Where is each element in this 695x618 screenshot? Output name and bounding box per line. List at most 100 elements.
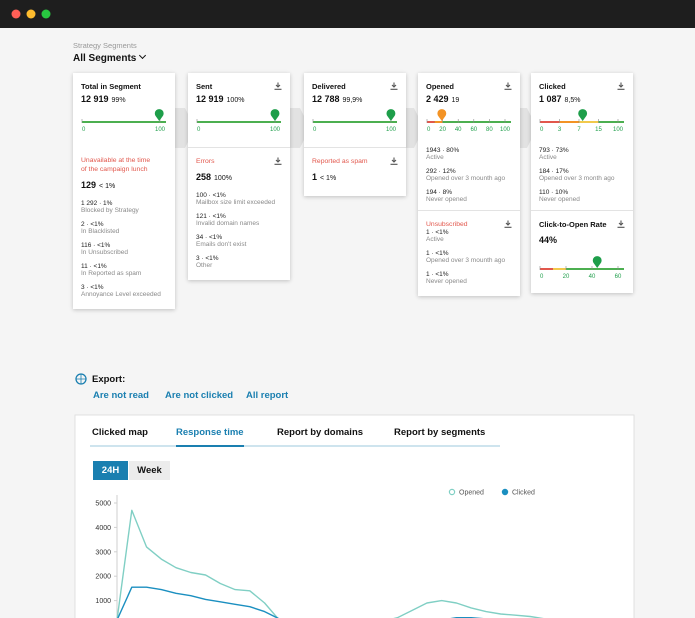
section-count: 258 <box>196 172 212 182</box>
close-button[interactable] <box>11 9 21 19</box>
gauge-marker <box>270 109 280 121</box>
segment-card: Sent 12 919 100% 0 100 Errors 258 100% 100 · <1%… <box>188 73 290 280</box>
legend-marker <box>501 488 509 496</box>
card-header: Opened 2 429 19 0 20 40 60 80 100 <box>418 73 520 147</box>
report-tab[interactable]: Report by segments <box>394 427 486 438</box>
y-tick-label: 2000 <box>95 574 111 581</box>
gauge-tick-label: 100 <box>500 127 511 133</box>
item-label: In Reported as spam <box>81 270 142 277</box>
download-icon[interactable] <box>617 220 625 228</box>
export-icon <box>76 374 86 384</box>
item-value: 121 · <1% <box>196 213 226 220</box>
export-link[interactable]: Are not clicked <box>165 390 234 401</box>
download-glyph[interactable] <box>617 220 625 228</box>
export-link[interactable]: All report <box>246 390 289 401</box>
item-label: Opened over 3 mounth ago <box>426 175 506 182</box>
segment-item: 121 · <1% Invalid domain names <box>188 213 290 228</box>
segment-card: Clicked 1 087 8,5% 0 3 7 15 100 793 · 73% Active 1… <box>531 73 633 293</box>
section-count: 1 <box>312 172 318 182</box>
gauge-tick-label: 40 <box>455 127 462 133</box>
item-label: Active <box>539 154 557 161</box>
export-link[interactable]: Are not read <box>93 390 149 401</box>
y-tick-label: 1000 <box>95 598 111 605</box>
item-label: In Unsubscribed <box>81 249 128 256</box>
card-share: 100% <box>226 97 245 104</box>
report-tab[interactable]: Report by domains <box>277 427 364 438</box>
item-value: 1 · <1% <box>426 271 449 278</box>
section-share: < 1% <box>99 183 116 190</box>
download-icon[interactable] <box>504 220 512 228</box>
section-label: Strategy Segments <box>73 41 137 50</box>
gauge-marker <box>154 109 164 121</box>
gauge: 0 100 <box>312 109 397 133</box>
y-tick-label: 4000 <box>95 525 111 532</box>
gauge-tick-label: 100 <box>155 127 166 133</box>
download-glyph[interactable] <box>617 82 625 90</box>
maximize-button[interactable] <box>41 9 51 19</box>
gauge-tick-label: 60 <box>470 127 477 133</box>
item-label: Never opened <box>539 196 580 203</box>
card-count: 1 087 <box>539 94 562 104</box>
segment-item: 1 292 · 1% Blocked by Strategy <box>73 200 175 215</box>
gauge-marker <box>578 109 588 121</box>
segment-item: 2 · <1% In Blacklisted <box>73 221 175 236</box>
card-title: Clicked <box>539 82 566 91</box>
card-value: 12 788 99,9% <box>312 94 398 104</box>
item-value: 11 · <1% <box>81 263 107 270</box>
download-glyph[interactable] <box>274 82 282 90</box>
item-value: 1 · <1% <box>426 250 449 257</box>
minimize-button[interactable] <box>26 9 36 19</box>
item-value: 1943 · 80% <box>426 147 460 154</box>
item-value: 1 292 · 1% <box>81 200 113 207</box>
segment-item: 3 · <1% Annoyance Level exceeded <box>73 284 175 299</box>
segment-select[interactable]: All Segments <box>73 51 147 64</box>
legend-marker <box>448 488 456 496</box>
range-button[interactable]: Week <box>129 461 170 480</box>
report-tab[interactable]: Clicked map <box>92 427 148 438</box>
segment-select-text[interactable]: All Segments <box>73 53 137 64</box>
item-value: 100 · <1% <box>196 192 226 199</box>
report-tab[interactable]: Response time <box>176 427 244 438</box>
segment-item: 11 · <1% In Reported as spam <box>73 263 175 278</box>
segment-item: 116 · <1% In Unsubscribed <box>73 242 175 257</box>
gauge-marker <box>437 109 447 121</box>
card-section: Errors 258 100% 100 · <1% Mailbox size limit… <box>188 147 290 280</box>
segment-card: Total in Segment 12 919 99% 0 100 Unavailable… <box>73 73 175 309</box>
gauge-tick-label: 3 <box>558 127 562 133</box>
item-value: 184 · 17% <box>539 168 569 175</box>
gauge-tick-label: 60 <box>615 274 622 280</box>
section-value: 1 < 1% <box>304 172 406 182</box>
item-value: 34 · <1% <box>196 234 223 241</box>
card-title: Total in Segment <box>81 82 141 91</box>
download-glyph[interactable] <box>390 82 398 90</box>
download-icon[interactable] <box>390 82 398 90</box>
section-gauge: 0 20 40 60 <box>531 255 633 289</box>
segment-item: 110 · 10% Never opened <box>531 189 633 204</box>
gauge-tick-label: 20 <box>439 127 446 133</box>
card-share: 19 <box>451 97 460 104</box>
y-tick-label: 5000 <box>95 501 111 508</box>
item-label: In Blacklisted <box>81 228 120 235</box>
download-glyph[interactable] <box>504 82 512 90</box>
gauge: 0 20 40 60 80 100 <box>426 109 511 133</box>
gauge-tick-label: 15 <box>595 127 602 133</box>
y-tick-label: 3000 <box>95 549 111 556</box>
download-glyph[interactable] <box>390 157 398 165</box>
download-icon[interactable] <box>390 157 398 165</box>
download-icon[interactable] <box>617 82 625 90</box>
segment-card: Delivered 12 788 99,9% 0 100 Reported as spam… <box>304 73 406 196</box>
download-glyph[interactable] <box>504 220 512 228</box>
card-value: 2 429 19 <box>426 94 512 104</box>
download-icon[interactable] <box>274 157 282 165</box>
range-button[interactable]: 24H <box>93 461 128 480</box>
download-icon[interactable] <box>504 82 512 90</box>
data-line <box>116 509 544 618</box>
gauge-tick-label: 100 <box>386 127 397 133</box>
gauge-tick-label: 0 <box>540 274 544 280</box>
download-glyph[interactable] <box>274 157 282 165</box>
gauge-tick-label: 20 <box>563 274 570 280</box>
chevron[interactable] <box>139 51 147 60</box>
download-icon[interactable] <box>274 82 282 90</box>
flow-arrow <box>406 108 424 148</box>
item-value: 110 · 10% <box>539 189 569 196</box>
